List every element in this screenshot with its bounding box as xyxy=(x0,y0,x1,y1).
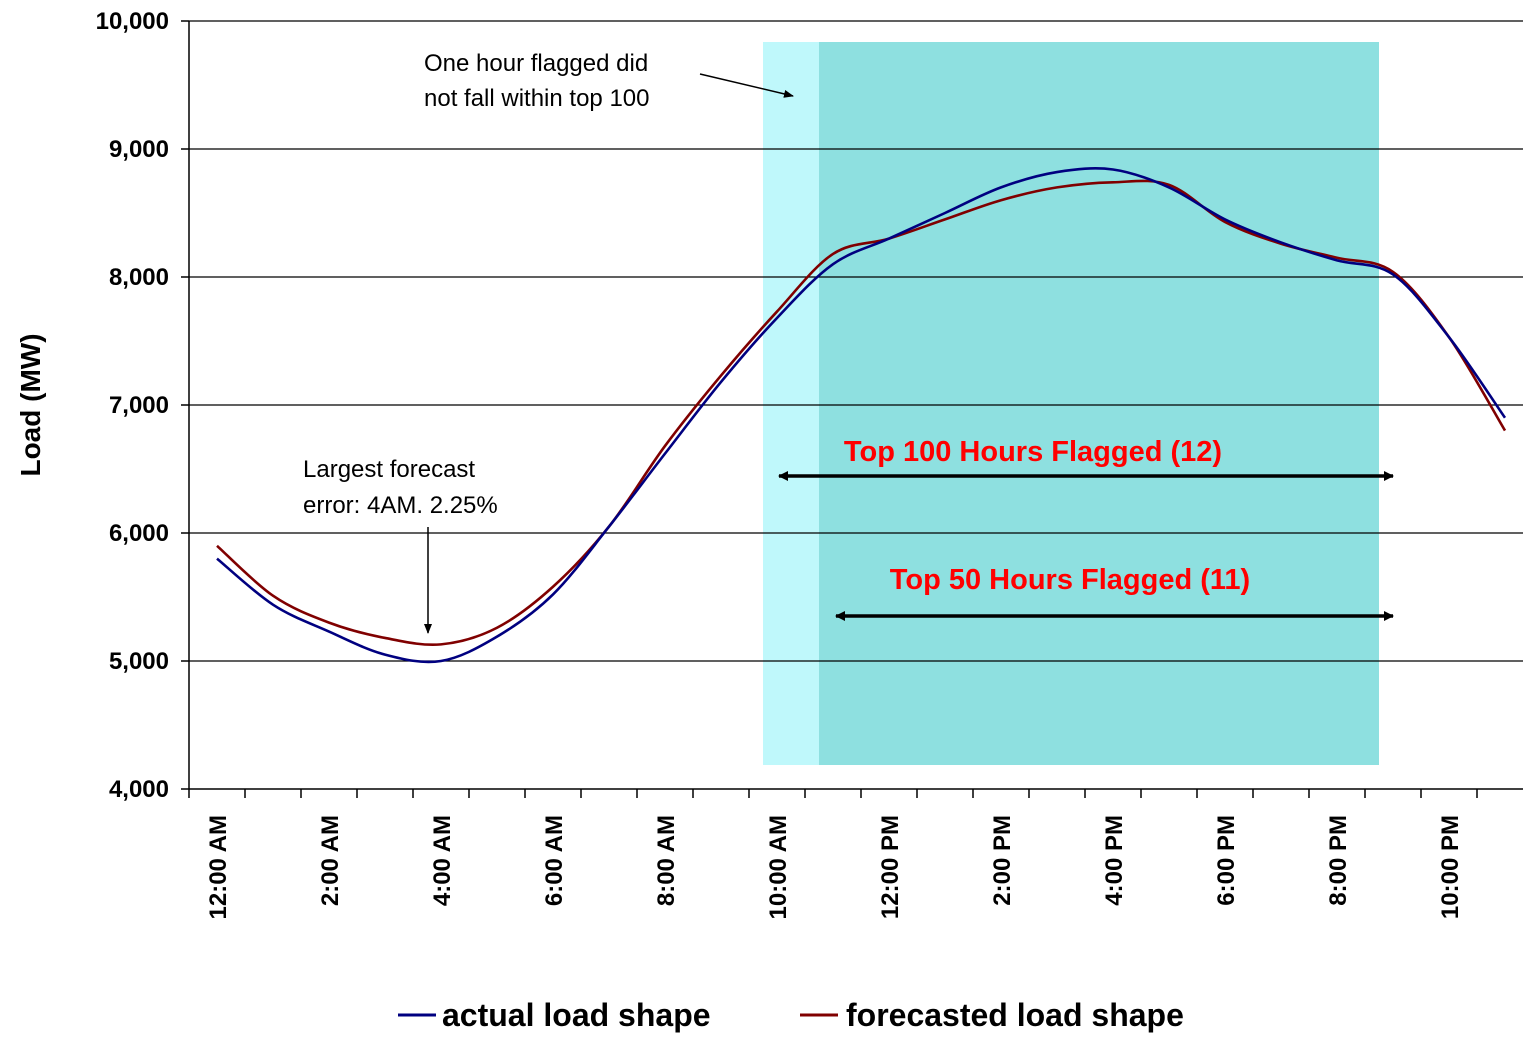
annotation-error-line-2: error: 4AM. 2.25% xyxy=(303,492,498,519)
x-tick-label: 4:00 AM xyxy=(429,815,456,906)
y-tick-label: 9,000 xyxy=(109,136,169,163)
y-axis-label: Load (MW) xyxy=(15,333,46,476)
y-tick-label: 10,000 xyxy=(96,8,169,35)
y-tick-label: 7,000 xyxy=(109,392,169,419)
annotation-flag-line-2: not fall within top 100 xyxy=(424,85,649,112)
top100-label: Top 100 Hours Flagged (12) xyxy=(844,436,1222,468)
x-tick-label: 8:00 AM xyxy=(653,815,680,906)
y-tick-label: 5,000 xyxy=(109,648,169,675)
x-tick-label: 6:00 PM xyxy=(1213,815,1240,906)
highlight-region-top-50 xyxy=(819,42,1379,765)
x-tick-label: 12:00 AM xyxy=(205,815,232,919)
annotation-flag-one-hour: One hour flagged did not fall within top… xyxy=(424,50,794,112)
y-tick-label: 4,000 xyxy=(109,776,169,803)
x-tick-labels: 12:00 AM 2:00 AM 4:00 AM 6:00 AM 8:00 AM 10:0… xyxy=(205,815,1464,919)
x-tick-label: 2:00 AM xyxy=(317,815,344,906)
x-tick-label: 10:00 PM xyxy=(1437,815,1464,919)
series-lines xyxy=(216,167,1507,664)
highlight-regions xyxy=(763,42,1379,765)
x-tick-label: 12:00 PM xyxy=(877,815,904,919)
annotation-flag-line-1: One hour flagged did xyxy=(424,50,648,77)
series-line-actual xyxy=(216,167,1507,664)
axes xyxy=(181,20,1523,798)
x-tick-label: 8:00 PM xyxy=(1325,815,1352,906)
annotation-error-line-1: Largest forecast xyxy=(303,456,475,483)
x-tick-label: 2:00 PM xyxy=(989,815,1016,906)
legend: actual load shape forecasted load shape xyxy=(398,997,1184,1033)
annotation-forecast-error: Largest forecast error: 4AM. 2.25% xyxy=(303,456,498,634)
y-tick-label: 8,000 xyxy=(109,264,169,291)
y-tick-labels: 4,000 5,000 6,000 7,000 8,000 9,000 10,000 xyxy=(96,8,169,803)
y-tick-label: 6,000 xyxy=(109,520,169,547)
legend-label-forecast: forecasted load shape xyxy=(846,997,1184,1033)
top50-label: Top 50 Hours Flagged (11) xyxy=(890,564,1250,596)
x-tick-label: 6:00 AM xyxy=(541,815,568,906)
x-tick-label: 4:00 PM xyxy=(1101,815,1128,906)
legend-label-actual: actual load shape xyxy=(442,997,711,1033)
x-tick-label: 10:00 AM xyxy=(765,815,792,919)
annotation-flag-arrow xyxy=(699,73,794,98)
